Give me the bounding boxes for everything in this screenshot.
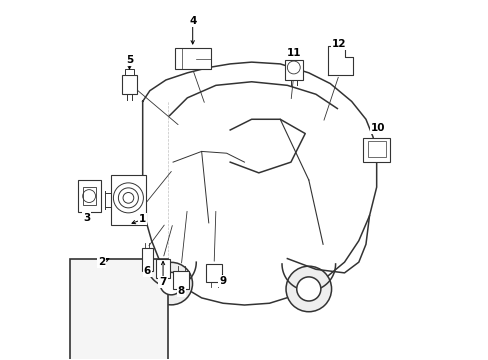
Circle shape: [285, 266, 331, 312]
Text: 9: 9: [219, 276, 226, 286]
Bar: [78, 180, 101, 212]
Text: 5: 5: [125, 55, 133, 65]
Bar: [175, 48, 210, 69]
Bar: [285, 60, 302, 80]
Polygon shape: [142, 62, 376, 305]
Text: 3: 3: [83, 212, 90, 222]
Bar: [125, 69, 134, 75]
Text: 1: 1: [139, 214, 146, 224]
Bar: [122, 75, 137, 94]
Polygon shape: [328, 46, 353, 75]
Text: 2: 2: [98, 257, 105, 267]
Bar: [363, 138, 389, 162]
Bar: [367, 141, 385, 157]
Bar: [206, 264, 222, 282]
Text: 10: 10: [370, 123, 385, 133]
Circle shape: [296, 277, 320, 301]
Circle shape: [160, 273, 182, 295]
Text: 8: 8: [177, 287, 184, 296]
Text: 11: 11: [286, 48, 301, 58]
Bar: [82, 187, 95, 205]
Bar: [142, 248, 153, 271]
Bar: [111, 175, 145, 225]
Text: 4: 4: [189, 16, 196, 26]
Text: 7: 7: [159, 277, 166, 287]
Bar: [70, 258, 168, 360]
Circle shape: [150, 262, 192, 305]
Text: 6: 6: [143, 266, 151, 276]
Text: 12: 12: [331, 39, 346, 49]
Bar: [173, 271, 189, 289]
Bar: [156, 258, 170, 278]
